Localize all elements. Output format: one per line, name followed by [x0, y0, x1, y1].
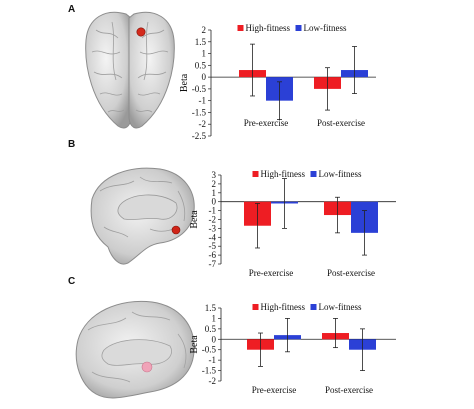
legend-swatch: [310, 304, 317, 310]
legend-label: High-fitness: [246, 23, 291, 33]
y-tick-label: 0: [212, 197, 217, 207]
y-tick-label: -3: [209, 223, 217, 233]
roi-marker: [141, 361, 153, 373]
y-tick-label: -0.5: [202, 345, 217, 355]
panel-a: A 2 1.5 1 0.5 0 -0.5 -1 -1.5 -2 -2.5 Beta Pre-exerc…: [0, 0, 474, 141]
legend-swatch: [295, 25, 302, 31]
panel-b: B 3 2 1 0 -1 -2 -3 -4 -5 -6 -7 Beta Pre-exercise Post…: [0, 135, 474, 278]
legend-swatch: [252, 304, 259, 310]
y-tick-label: 0: [202, 72, 207, 82]
brain-superior-view: [85, 11, 175, 129]
category-label: Post-exercise: [327, 268, 375, 278]
category-label: Post-exercise: [325, 385, 373, 395]
y-tick-label: 0: [212, 334, 217, 344]
y-tick-label: -0.5: [192, 84, 207, 94]
legend-label: Low-fitness: [319, 169, 362, 179]
y-tick-label: 2: [202, 25, 207, 35]
y-axis-title: Beta: [179, 73, 190, 92]
category-label: Pre-exercise: [252, 385, 296, 395]
legend-swatch: [310, 171, 317, 177]
y-tick-label: 3: [212, 170, 217, 180]
roi-marker: [136, 27, 146, 37]
y-tick-label: -2: [209, 215, 217, 225]
y-tick-label: 1: [212, 313, 217, 323]
legend-swatch: [252, 171, 259, 177]
panel-letter: A: [68, 4, 76, 15]
y-tick-label: 1.5: [205, 303, 217, 313]
panel-letter: B: [68, 139, 76, 150]
y-axis-title: Beta: [189, 335, 200, 354]
bar-chart-a: 2 1.5 10.5 0 -0.5 -1-1.5 -2 -2.5 Beta Pre-exercis…: [179, 23, 376, 141]
legend-swatch: [237, 25, 244, 31]
y-tick-label: -5: [209, 241, 217, 251]
bar-chart-c: 1.510.50-0.5-1-1.5-2 Beta Pre-exercise Post…: [189, 302, 396, 395]
y-tick-label: -6: [209, 250, 217, 260]
legend-label: High-fitness: [261, 169, 306, 179]
y-tick-label: -2.5: [192, 131, 207, 141]
brain-medial-ventral-view: [75, 300, 195, 399]
brain-medial-view: [90, 167, 195, 265]
panel-c: C 1.5 1 0.5 0 -0.5 -1 -1.5 -2 Beta Pre-exercise Po…: [0, 272, 474, 409]
category-label: Post-exercise: [317, 118, 365, 128]
y-tick-label: 1: [202, 49, 207, 59]
y-tick-label: -1: [209, 206, 217, 216]
y-tick-label: -2: [209, 376, 217, 386]
y-tick-label: 0.5: [195, 60, 207, 70]
category-label: Pre-exercise: [244, 118, 288, 128]
panel-letter: C: [68, 276, 76, 287]
y-tick-label: -7: [209, 259, 217, 269]
legend-label: High-fitness: [261, 302, 306, 312]
y-tick-label: -4: [209, 232, 217, 242]
y-tick-label: -1: [199, 96, 207, 106]
roi-marker: [171, 225, 181, 235]
category-label: Pre-exercise: [249, 268, 293, 278]
y-tick-label: -1.5: [192, 107, 207, 117]
y-tick-label: 0.5: [205, 324, 217, 334]
y-tick-label: -1: [209, 355, 217, 365]
y-tick-label: 1.5: [195, 37, 207, 47]
legend-label: Low-fitness: [319, 302, 362, 312]
y-axis-title: Beta: [189, 210, 200, 229]
y-tick-label: -2: [199, 119, 207, 129]
y-tick-label: -1.5: [202, 366, 217, 376]
y-tick-label: 1: [212, 188, 217, 198]
y-tick-label: 2: [212, 179, 217, 189]
legend-label: Low-fitness: [304, 23, 347, 33]
